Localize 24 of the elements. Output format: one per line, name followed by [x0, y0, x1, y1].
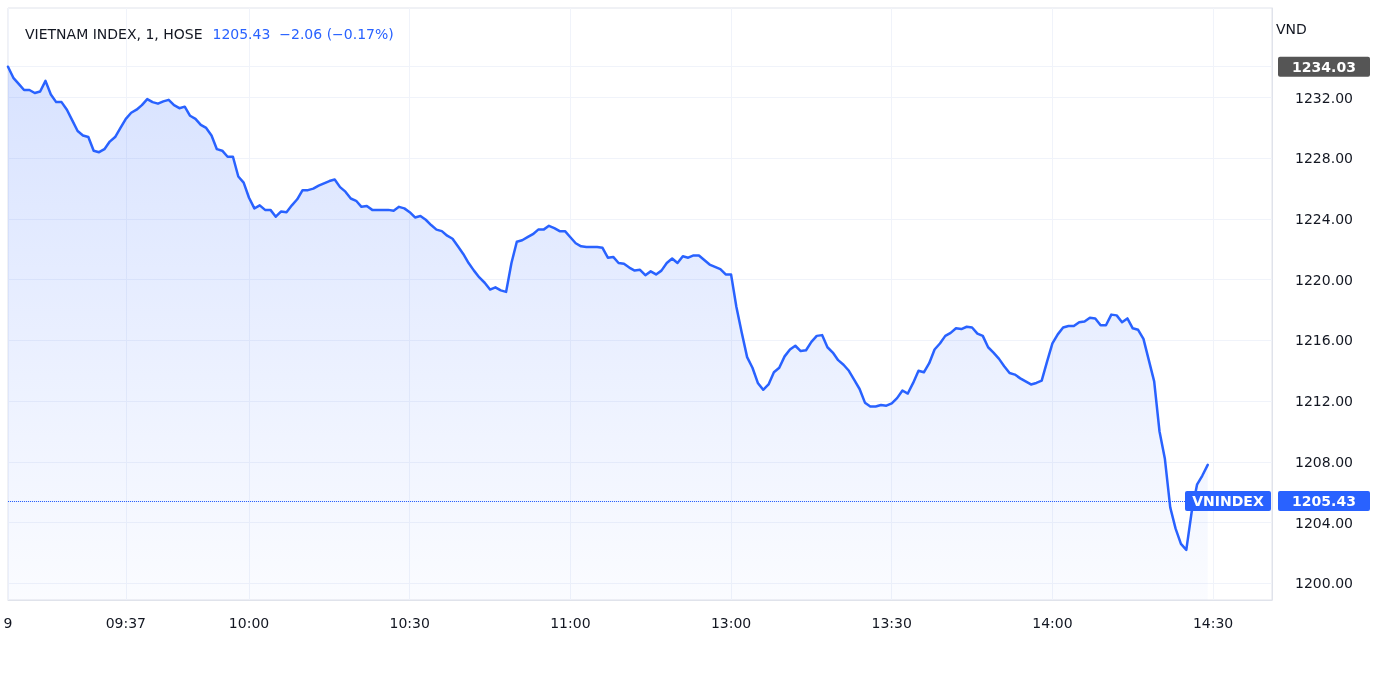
y-tick-label: 1208.00 [1295, 453, 1353, 470]
y-tick-label: 1200.00 [1295, 575, 1353, 592]
x-tick-label: 13:30 [871, 615, 912, 631]
y-tick-label: 1205.43 [1292, 492, 1356, 509]
y-tick-label: 1204.00 [1295, 514, 1353, 531]
x-tick-label: 14:30 [1192, 615, 1234, 631]
y-tick-label: 1212.00 [1295, 393, 1353, 410]
text: VIETNAM INDEX, 1, HOSE [25, 26, 203, 42]
x-tick-label: 9 [3, 615, 13, 631]
x-tick-label: 10:00 [228, 615, 270, 631]
y-tick-label: 1216.00 [1295, 332, 1353, 349]
y-tick-label: 1232.00 [1295, 89, 1353, 106]
x-tick-label: 14:00 [1032, 615, 1073, 631]
ref-line-label: VNINDEX [1192, 492, 1264, 509]
x-tick-label: 10:30 [389, 615, 430, 631]
y-tick-label: 1228.00 [1295, 150, 1353, 167]
y-tick-label: 1224.00 [1295, 210, 1353, 227]
y-axis-title: VND [1276, 21, 1307, 37]
y-tick-label: 1234.03 [1292, 58, 1356, 75]
text: 1205.43 −2.06 (−0.17%) [212, 26, 394, 42]
x-tick-label: 09:37 [105, 615, 147, 631]
x-tick-label: 11:00 [550, 615, 591, 631]
y-tick-label: 1220.00 [1295, 271, 1353, 288]
x-tick-label: 13:00 [710, 615, 752, 631]
